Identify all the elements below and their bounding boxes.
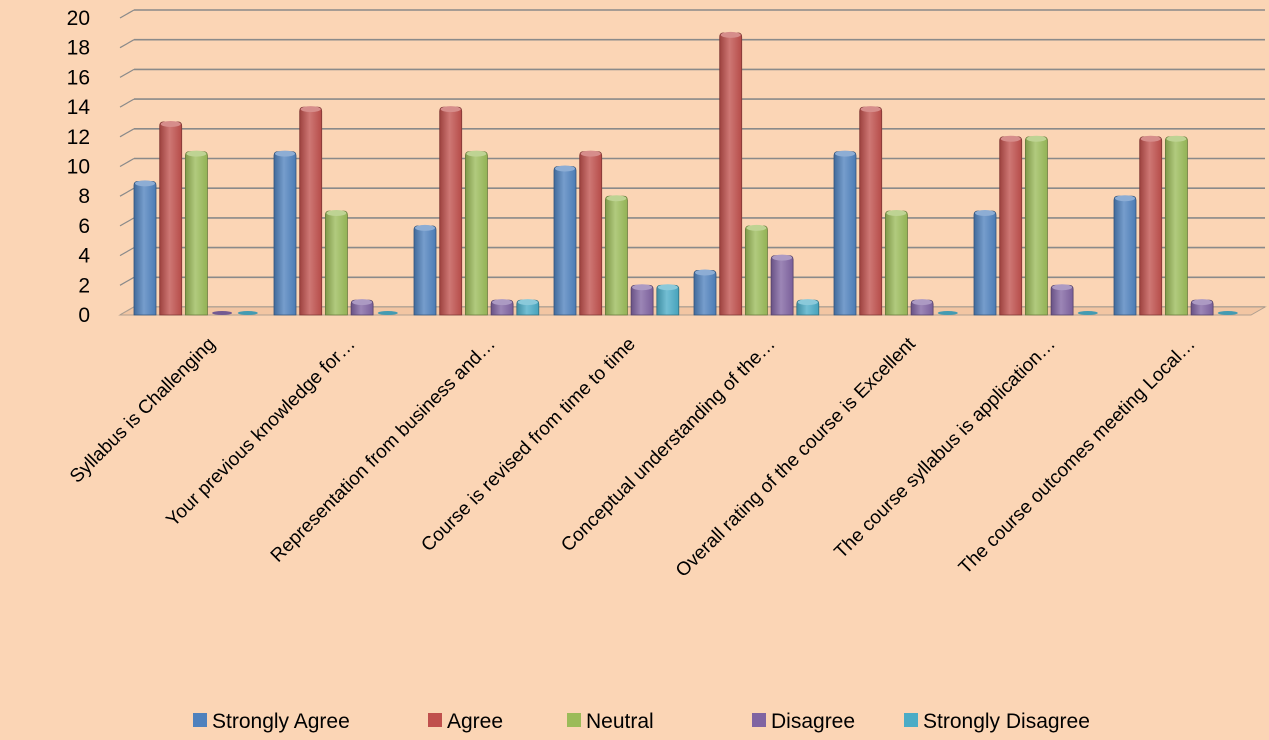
bar-agree bbox=[719, 31, 743, 316]
bar-strongly-agree bbox=[833, 150, 857, 316]
gridline-depth bbox=[119, 39, 135, 49]
bar-strongly-disagree bbox=[937, 311, 958, 315]
bar-strongly-disagree bbox=[1077, 311, 1098, 315]
legend-label: Agree bbox=[447, 710, 503, 733]
bar-strongly-disagree bbox=[516, 299, 540, 316]
bar-disagree bbox=[212, 311, 233, 315]
bar-neutral bbox=[185, 150, 208, 316]
bar-disagree bbox=[1050, 284, 1074, 316]
legend-item: Strongly Agree bbox=[193, 710, 350, 733]
y-tick-label: 4 bbox=[78, 245, 90, 268]
bar-agree bbox=[859, 106, 883, 316]
gridline-depth bbox=[119, 98, 135, 108]
bar-neutral bbox=[605, 195, 628, 316]
bar-disagree bbox=[350, 299, 374, 316]
legend-item: Neutral bbox=[567, 710, 654, 733]
bar-strongly-disagree bbox=[796, 299, 820, 316]
bar-agree bbox=[299, 106, 323, 316]
gridline-depth bbox=[119, 247, 135, 257]
bar-agree bbox=[439, 106, 463, 316]
bar-strongly-agree bbox=[1113, 195, 1137, 316]
bar-agree bbox=[1139, 135, 1163, 316]
x-category-label: The course syllabus is application… bbox=[831, 334, 1060, 563]
y-tick-label: 6 bbox=[78, 215, 90, 238]
gridline-depth bbox=[119, 187, 135, 197]
y-tick-label: 2 bbox=[78, 274, 90, 297]
y-axis-ticks: 0 2 4 6 8 10 12 14 16 18 20 bbox=[67, 7, 91, 327]
bar-strongly-disagree bbox=[377, 311, 398, 315]
bar-disagree bbox=[1190, 299, 1214, 316]
bar-disagree bbox=[630, 284, 654, 316]
bar-strongly-agree bbox=[133, 180, 157, 316]
legend-label: Neutral bbox=[586, 710, 654, 733]
legend-swatch bbox=[567, 713, 581, 727]
bar-strongly-agree bbox=[693, 269, 717, 316]
gridline-depth bbox=[119, 68, 135, 78]
x-category-label: Syllabus is Challenging bbox=[66, 334, 220, 488]
gridline-depth bbox=[119, 217, 135, 227]
bar-neutral bbox=[745, 224, 768, 316]
y-tick-label: 12 bbox=[67, 126, 90, 149]
gridline-depth bbox=[119, 9, 135, 19]
legend-swatch bbox=[752, 713, 766, 727]
bar-disagree bbox=[770, 254, 794, 316]
legend-swatch bbox=[428, 713, 442, 727]
legend-label: Strongly Disagree bbox=[923, 710, 1090, 733]
bar-agree bbox=[579, 150, 603, 316]
legend: Strongly Agree Agree Neutral Disagree Strong… bbox=[193, 710, 1090, 733]
x-category-label: Representation from business and… bbox=[267, 334, 500, 567]
y-tick-label: 18 bbox=[67, 37, 90, 60]
gridline-depth bbox=[119, 128, 135, 138]
bar-strongly-agree bbox=[413, 224, 437, 316]
gridlines bbox=[119, 9, 1265, 316]
legend-swatch bbox=[904, 713, 918, 727]
legend-item: Disagree bbox=[752, 710, 855, 733]
bar-strongly-agree bbox=[553, 165, 577, 316]
y-tick-label: 14 bbox=[67, 96, 91, 119]
bar-neutral bbox=[465, 150, 488, 316]
bar-strongly-disagree bbox=[1217, 311, 1238, 315]
y-tick-label: 10 bbox=[67, 156, 90, 179]
bar-agree bbox=[999, 135, 1023, 316]
y-tick-label: 8 bbox=[78, 185, 90, 208]
bars bbox=[133, 31, 1238, 316]
bar-strongly-disagree bbox=[656, 284, 680, 316]
legend-item: Agree bbox=[428, 710, 503, 733]
bar-neutral bbox=[1025, 135, 1048, 316]
legend-item: Strongly Disagree bbox=[904, 710, 1090, 733]
bar-strongly-agree bbox=[973, 210, 997, 316]
gridline-depth bbox=[119, 157, 135, 168]
bar-disagree bbox=[910, 299, 934, 316]
y-tick-label: 20 bbox=[67, 7, 90, 30]
bar-disagree bbox=[490, 299, 514, 316]
legend-label: Disagree bbox=[771, 710, 855, 733]
x-category-label: The course outcomes meeting Local… bbox=[955, 334, 1200, 579]
bar-neutral bbox=[1165, 135, 1188, 316]
legend-label: Strongly Agree bbox=[212, 710, 350, 733]
bar-agree bbox=[159, 120, 183, 316]
bar-strongly-agree bbox=[273, 150, 297, 316]
x-category-label: Overall rating of the course is Excellen… bbox=[672, 333, 920, 581]
gridline-depth bbox=[119, 276, 135, 286]
bar-neutral bbox=[885, 210, 908, 316]
bar-strongly-disagree bbox=[237, 311, 258, 315]
legend-swatch bbox=[193, 713, 207, 727]
bar-neutral bbox=[325, 210, 348, 316]
y-tick-label: 0 bbox=[78, 304, 90, 327]
y-tick-label: 16 bbox=[67, 66, 90, 89]
